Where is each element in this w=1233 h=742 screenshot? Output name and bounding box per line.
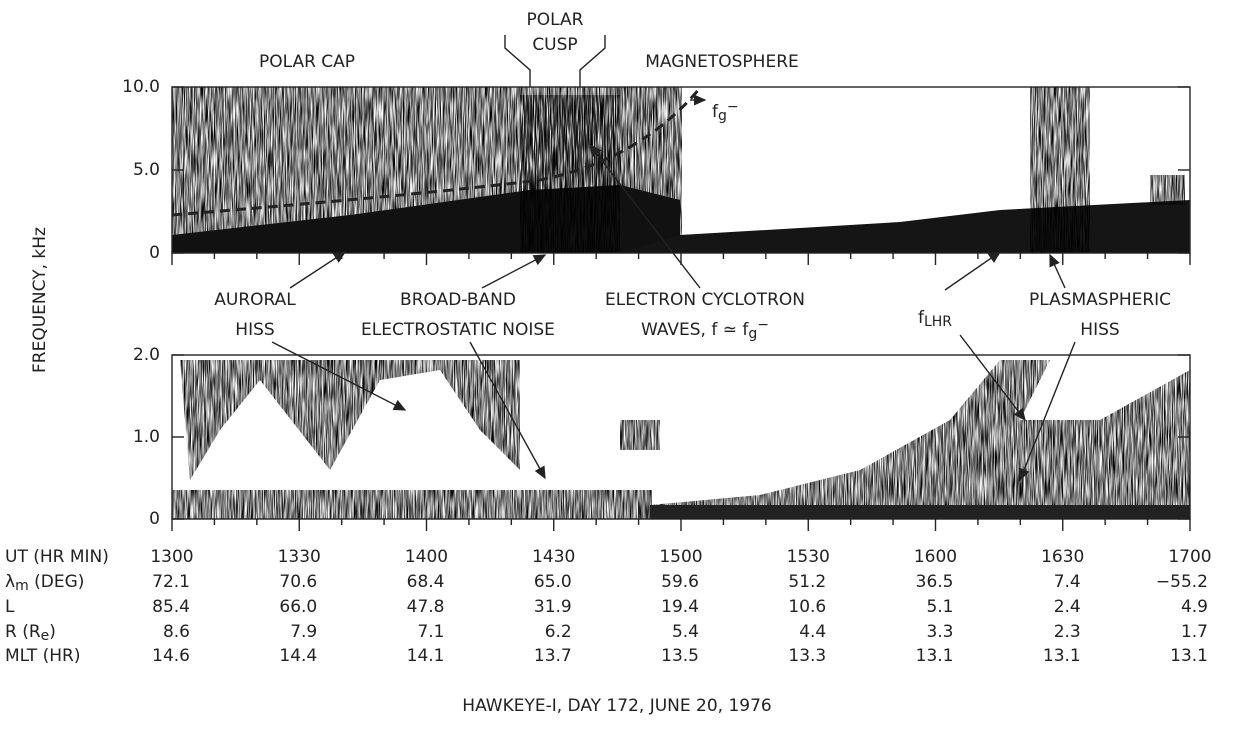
- table-cell: 70.6: [279, 572, 317, 592]
- y-axis-label: FREQUENCY, kHz: [30, 227, 50, 373]
- table-cell: 13.3: [788, 646, 826, 666]
- table-cell: 1630: [1041, 547, 1084, 567]
- table-cell: 36.5: [916, 572, 954, 592]
- annotation: HISS: [235, 320, 274, 340]
- caption: HAWKEYE-I, DAY 172, JUNE 20, 1976: [462, 696, 771, 716]
- table-cell: 19.4: [661, 597, 699, 617]
- row-label: R (Re): [5, 622, 56, 644]
- table-cell: −55.2: [1156, 572, 1208, 592]
- table-cell: 7.4: [1054, 572, 1081, 592]
- text-part: L: [5, 597, 15, 617]
- row-label: MLT (HR): [5, 646, 80, 666]
- text-part: R (R: [5, 622, 41, 642]
- table-cell: 51.2: [788, 572, 826, 592]
- text-part: −: [757, 317, 769, 333]
- y-tick-label: 5.0: [133, 160, 160, 180]
- table-cell: 14.4: [279, 646, 317, 666]
- table-cell: 1.7: [1181, 622, 1208, 642]
- annotation: PLASMASPHERIC: [1029, 290, 1171, 310]
- table-cell: 8.6: [163, 622, 190, 642]
- text-part: MLT (HR): [5, 646, 80, 666]
- text-part: f: [712, 102, 719, 122]
- annotation: ELECTROSTATIC NOISE: [361, 320, 555, 340]
- region-label: POLAR CAP: [259, 52, 355, 72]
- table-cell: 68.4: [407, 572, 445, 592]
- table-cell: 5.4: [672, 622, 699, 642]
- text-part: HISS: [1080, 320, 1119, 340]
- text-part: g: [748, 326, 757, 342]
- table-cell: 13.7: [534, 646, 572, 666]
- top-spectrogram: [171, 86, 1191, 254]
- table-cell: 31.9: [534, 597, 572, 617]
- region-label: CUSP: [532, 35, 577, 55]
- region-label: MAGNETOSPHERE: [645, 52, 799, 72]
- table-cell: 2.4: [1054, 597, 1081, 617]
- table-cell: 66.0: [279, 597, 317, 617]
- annotation: fg−: [712, 99, 739, 124]
- text-part: −: [727, 99, 739, 115]
- y-tick-label: 1.0: [133, 427, 160, 447]
- text-part: LHR: [924, 314, 952, 330]
- text-part: PLASMASPHERIC: [1029, 290, 1171, 310]
- table-cell: 1300: [150, 547, 193, 567]
- table-cell: 13.1: [1170, 646, 1208, 666]
- table-cell: 1700: [1168, 547, 1211, 567]
- annotation: WAVES, f ≃ fg−: [641, 317, 769, 342]
- annotation: ELECTRON CYCLOTRON: [605, 290, 805, 310]
- bottom-spectrogram: [171, 354, 1191, 520]
- table-cell: 1530: [787, 547, 830, 567]
- y-tick-label: 0: [149, 243, 160, 263]
- table-cell: 13.1: [916, 646, 954, 666]
- table-cell: 3.3: [926, 622, 953, 642]
- table-cell: 5.1: [926, 597, 953, 617]
- text-part: e: [41, 628, 50, 644]
- text-part: HISS: [235, 320, 274, 340]
- table-cell: 2.3: [1054, 622, 1081, 642]
- text-part: f: [918, 308, 925, 328]
- annotation: HISS: [1080, 320, 1119, 340]
- table-cell: 1600: [914, 547, 957, 567]
- text-part: λ: [5, 572, 15, 592]
- table-cell: 7.1: [417, 622, 444, 642]
- table-cell: 7.9: [290, 622, 317, 642]
- text-part: m: [15, 578, 29, 594]
- annotation: fLHR: [918, 308, 952, 330]
- annotation: BROAD-BAND: [400, 290, 516, 310]
- table-cell: 85.4: [152, 597, 190, 617]
- y-tick-label: 2.0: [133, 345, 160, 365]
- text-part: BROAD-BAND: [400, 290, 516, 310]
- text-part: g: [718, 108, 727, 124]
- row-label: UT (HR MIN): [5, 547, 109, 567]
- text-part: ): [49, 622, 56, 642]
- row-label: λm (DEG): [5, 572, 84, 594]
- table-cell: 72.1: [152, 572, 190, 592]
- table-cell: 47.8: [407, 597, 445, 617]
- table-cell: 1500: [659, 547, 702, 567]
- text-part: WAVES, f ≃ f: [641, 320, 749, 340]
- y-tick-label: 0: [149, 509, 160, 529]
- table-cell: 13.1: [1043, 646, 1081, 666]
- table-cell: 6.2: [545, 622, 572, 642]
- text-part: (DEG): [29, 572, 85, 592]
- table-cell: 59.6: [661, 572, 699, 592]
- region-label: POLAR: [527, 10, 584, 30]
- table-cell: 4.4: [799, 622, 826, 642]
- y-tick-label: 10.0: [122, 77, 160, 97]
- table-cell: 14.1: [407, 646, 445, 666]
- table-cell: 13.5: [661, 646, 699, 666]
- text-part: ELECTRON CYCLOTRON: [605, 290, 805, 310]
- table-cell: 4.9: [1181, 597, 1208, 617]
- text-part: AURORAL: [214, 290, 296, 310]
- table-cell: 1400: [405, 547, 448, 567]
- table-cell: 1430: [532, 547, 575, 567]
- table-cell: 65.0: [534, 572, 572, 592]
- annotation: AURORAL: [214, 290, 296, 310]
- row-label: L: [5, 597, 15, 617]
- text-part: UT (HR MIN): [5, 547, 109, 567]
- table-cell: 1330: [278, 547, 321, 567]
- text-part: ELECTROSTATIC NOISE: [361, 320, 555, 340]
- table-cell: 14.6: [152, 646, 190, 666]
- table-cell: 10.6: [788, 597, 826, 617]
